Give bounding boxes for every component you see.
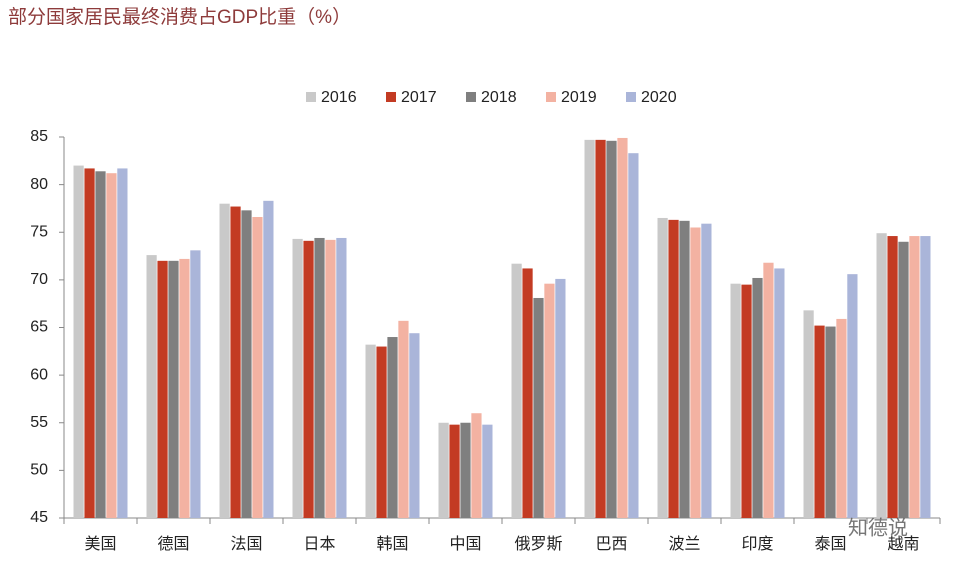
bar [814,325,825,518]
bar [146,255,157,519]
bar [606,140,617,518]
chart-title: 部分国家居民最终消费占GDP比重（%） [8,6,351,28]
x-tick-label: 韩国 [376,535,408,553]
bar [438,422,449,518]
bar [241,210,252,518]
x-tick-label: 日本 [303,535,335,553]
bar [190,250,201,518]
y-tick-label: 60 [30,366,48,383]
bar [252,217,263,518]
y-tick-label: 50 [30,462,48,479]
y-tick-label: 65 [30,319,48,336]
bar [909,236,920,518]
bar [920,236,931,518]
bar [449,424,460,518]
bar [398,320,409,518]
bar [595,139,606,519]
bar [179,258,190,518]
watermark: 知德说 [848,516,908,539]
bar [690,227,701,519]
bar [752,277,763,518]
bar [376,346,387,518]
y-tick-label: 70 [30,271,48,288]
y-tick-label: 45 [30,509,48,526]
bar [887,236,898,518]
x-tick-label: 法国 [230,535,262,553]
bar [763,262,774,518]
legend-label: 2018 [481,89,517,106]
bar [157,260,168,518]
bar [617,137,628,518]
bar [409,333,420,518]
legend-swatch [466,92,476,102]
legend-label: 2016 [321,89,357,106]
bar [292,238,303,519]
bar [668,219,679,518]
x-tick-label: 巴西 [595,536,627,553]
bar [303,240,314,518]
legend-label: 2020 [641,89,677,106]
bar [230,206,241,518]
bar [314,237,325,518]
bar [471,413,482,518]
bar [544,283,555,518]
bar [730,283,741,518]
bar [803,310,814,518]
bar [84,168,95,518]
y-tick-label: 55 [30,414,48,431]
bar [825,326,836,518]
bar [73,165,84,518]
bar [387,337,398,518]
y-tick-label: 80 [30,176,48,193]
bar [876,233,887,518]
bar [628,153,639,518]
bar [219,203,230,519]
legend-label: 2017 [401,89,437,106]
x-tick-label: 德国 [157,535,189,553]
bar [336,237,347,518]
x-tick-label: 波兰 [668,535,700,553]
bar [511,263,522,518]
bar [657,217,668,518]
x-tick-label: 俄罗斯 [514,535,562,553]
bar [106,173,117,518]
x-tick-label: 美国 [84,535,116,553]
y-tick-label: 85 [30,128,48,145]
bar [522,268,533,518]
bar [741,284,752,518]
bar [263,200,274,518]
bar [679,220,690,518]
bar [168,260,179,518]
bar [555,278,566,518]
bar [95,171,106,519]
bar [847,274,858,518]
x-tick-label: 印度 [741,535,773,553]
bar [836,318,847,518]
legend-label: 2019 [561,89,597,106]
legend-swatch [306,92,316,102]
bar [774,268,785,518]
bar [898,241,909,518]
bar [365,344,376,518]
legend-swatch [386,92,396,102]
legend-swatch [626,92,636,102]
x-tick-label: 越南 [887,535,919,553]
bar [460,422,471,518]
x-tick-label: 中国 [449,535,481,553]
bar [533,297,544,518]
bar [117,168,128,518]
x-tick-label: 泰国 [814,535,846,553]
bar [325,239,336,518]
bar [482,424,493,518]
legend-swatch [546,92,556,102]
bar [584,139,595,519]
bar [701,223,712,519]
y-tick-label: 75 [30,223,48,240]
